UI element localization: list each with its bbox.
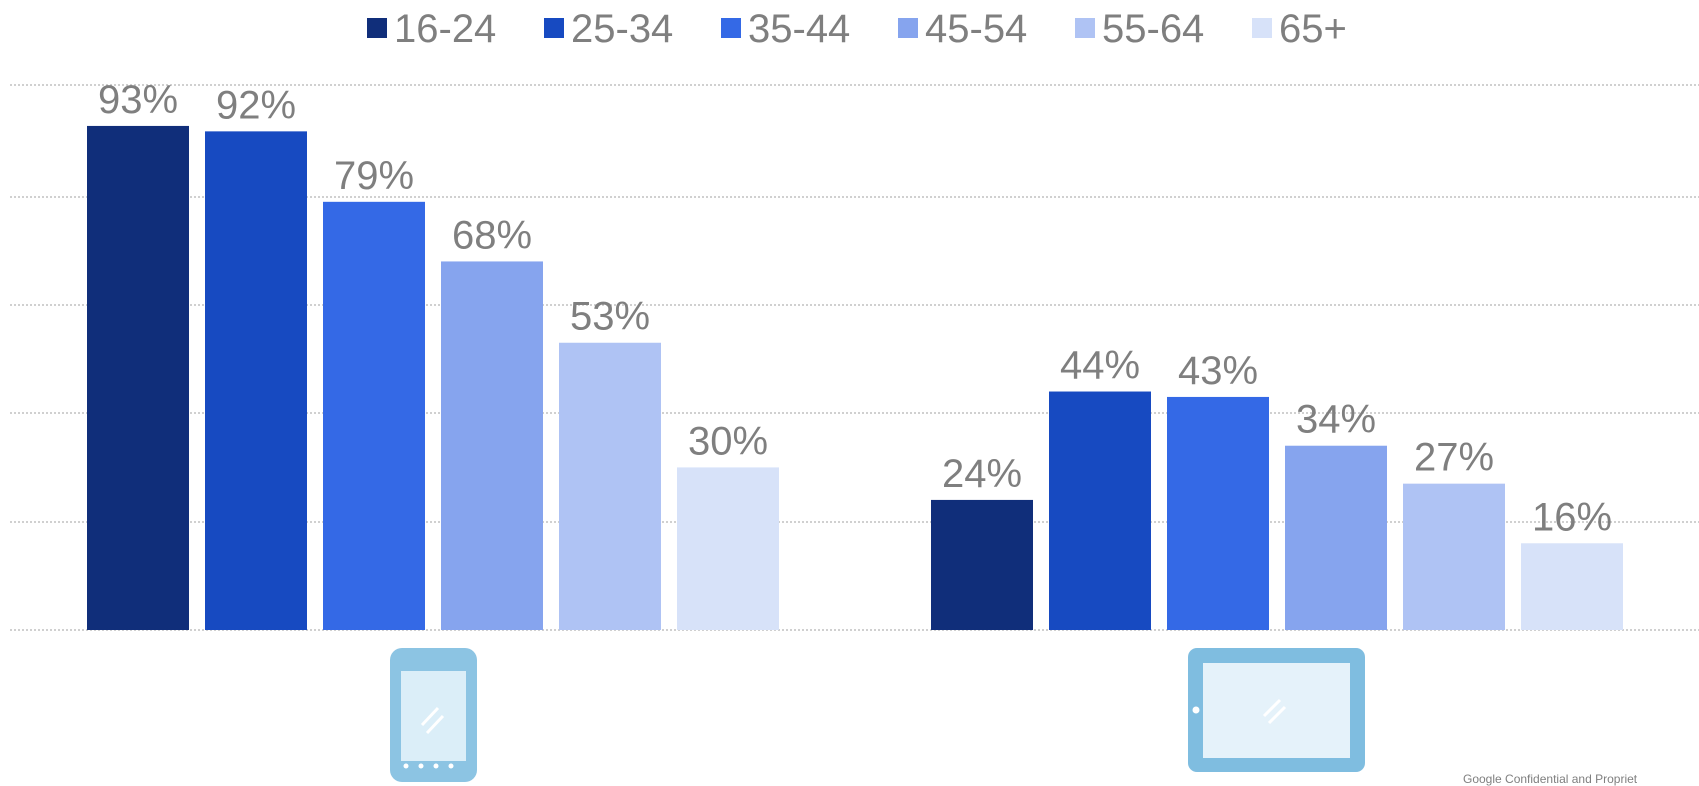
legend-swatch [1252,18,1272,38]
legend-label: 35-44 [748,7,850,51]
bar [323,201,425,630]
bar-value-label: 92% [216,83,296,127]
legend-swatch [1075,18,1095,38]
bar [931,499,1033,630]
legend-swatch [898,18,918,38]
bar [441,261,543,630]
bar-value-label: 93% [98,78,178,122]
bar-value-label: 68% [452,213,532,257]
legend-label: 16-24 [394,7,496,51]
bar [1403,483,1505,630]
bar [1049,391,1151,630]
bar-value-label: 24% [942,452,1022,496]
legend: 16-24 25-34 35-44 45-54 55-64 65+ [367,7,1347,51]
bar-value-label: 44% [1060,344,1140,388]
bar [677,467,779,630]
bar-value-label: 27% [1414,436,1494,480]
bar [1285,445,1387,630]
bar-value-label: 53% [570,295,650,339]
bar-value-label: 43% [1178,349,1258,393]
legend-label: 65+ [1279,7,1347,51]
bar-value-label: 79% [334,154,414,198]
bar-value-label: 30% [688,419,768,463]
bar [1167,396,1269,630]
legend-swatch [544,18,564,38]
bar [87,125,189,630]
bar [1521,543,1623,630]
smartphone-icon [390,648,477,782]
bar [559,342,661,630]
legend-label: 45-54 [925,7,1027,51]
legend-label: 55-64 [1102,7,1204,51]
value-labels: 93% 92% 79% 68% 53% 30% 24% 44% 43% 34% 27% 16% [98,78,1612,539]
footer-note: Google Confidential and Propriet [1463,772,1638,786]
legend-swatch [721,18,741,38]
legend-swatch [367,18,387,38]
bar [205,131,307,631]
bars [87,125,1623,631]
bar-value-label: 16% [1532,495,1612,539]
tablet-icon [1188,648,1365,772]
bar-value-label: 34% [1296,398,1376,442]
legend-label: 25-34 [571,7,673,51]
